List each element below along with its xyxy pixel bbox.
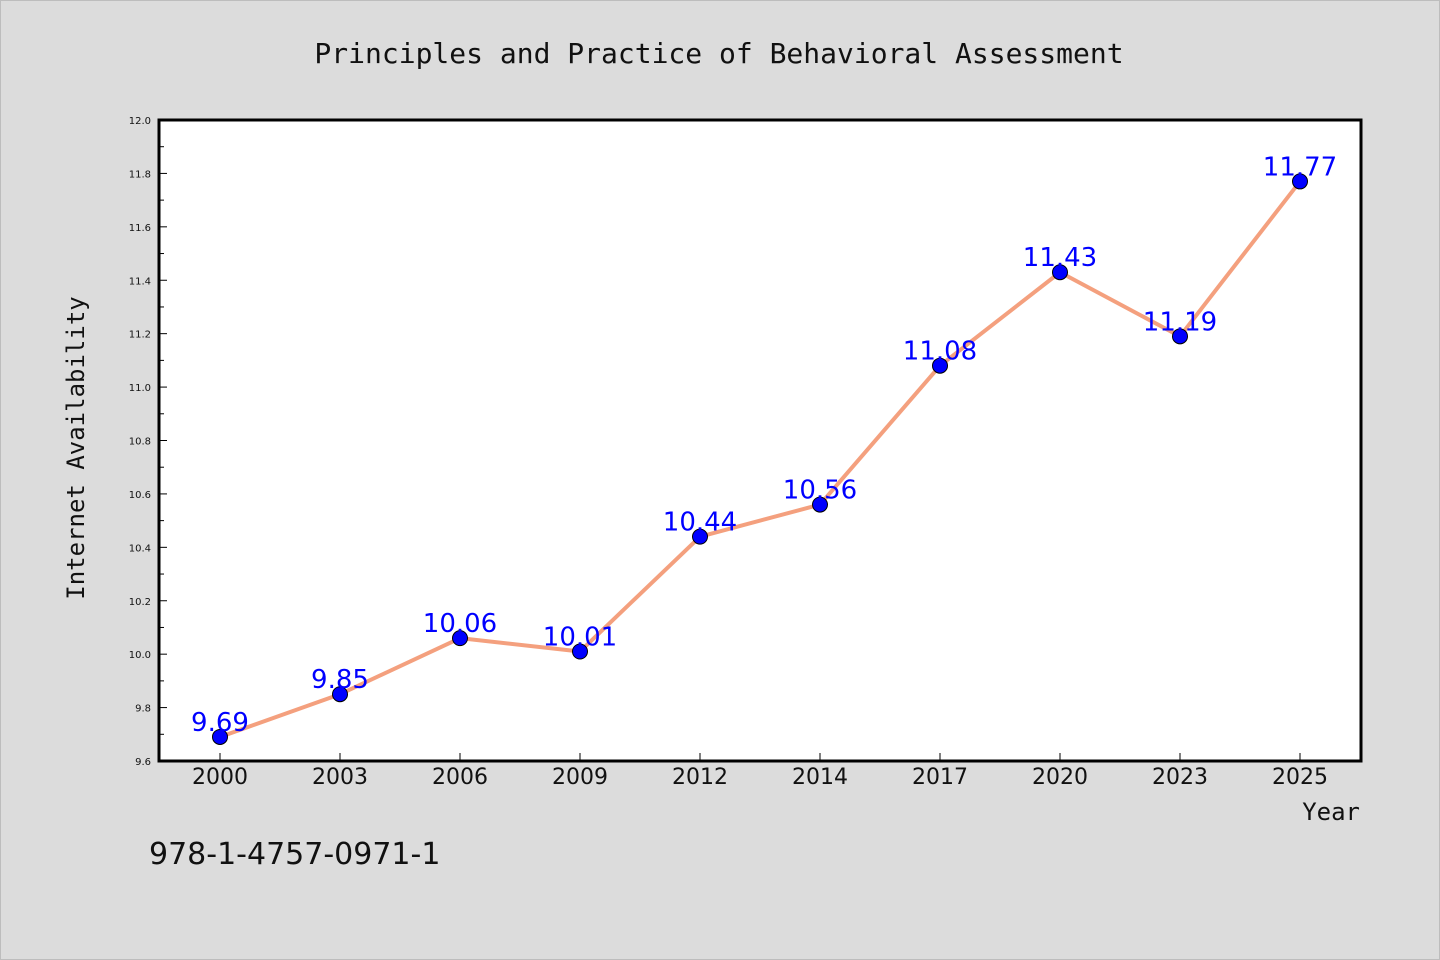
data-label: 11.43 (1023, 243, 1097, 273)
x-tick-label: 2012 (672, 765, 728, 790)
data-point (1172, 328, 1188, 345)
y-tick-label: 10.0 (129, 650, 151, 661)
series-layer: 9.69 9.85 10.06 10.01 10.44 10.56 11.08 11.43 11… (191, 152, 1337, 745)
x-tick-label: 2006 (432, 765, 488, 790)
plot-area (157, 118, 1363, 763)
x-tick-label: 2023 (1152, 765, 1208, 790)
y-tick-label: 11.6 (129, 223, 151, 234)
y-tick-label: 12.0 (129, 116, 151, 127)
x-tick-label: 2014 (792, 765, 848, 790)
isbn-footnote: 978-1-4757-0971-1 (149, 837, 440, 872)
y-tick-label: 10.8 (129, 437, 151, 448)
data-label: 10.06 (423, 609, 497, 639)
data-label: 11.08 (903, 337, 977, 367)
data-label: 11.77 (1263, 152, 1337, 182)
x-tick-label: 2025 (1272, 765, 1328, 790)
data-point (452, 630, 468, 647)
data-label: 9.85 (311, 665, 369, 695)
y-tick-label: 9.6 (135, 757, 151, 768)
y-tick-label: 11.8 (129, 169, 151, 180)
data-point (572, 643, 588, 660)
y-tick-label: 10.6 (129, 490, 151, 501)
data-label: 10.56 (783, 476, 857, 506)
data-point (812, 496, 828, 513)
x-tick-label: 2003 (312, 765, 368, 790)
data-label: 10.44 (663, 508, 737, 538)
y-tick-label: 9.8 (135, 704, 151, 715)
x-axis: 2000 2003 2006 2009 2012 2014 2017 2020 2023 2025 (192, 753, 1328, 790)
data-point (332, 686, 348, 703)
data-point (932, 357, 948, 374)
data-point (1292, 173, 1308, 190)
y-tick-label: 11.0 (129, 383, 151, 394)
data-point (692, 528, 708, 545)
y-tick-label: 11.4 (129, 276, 151, 287)
x-axis-label: Year (1302, 798, 1360, 826)
x-tick-label: 2020 (1032, 765, 1088, 790)
data-label: 11.19 (1143, 307, 1217, 337)
data-point (1052, 264, 1068, 281)
x-tick-label: 2000 (192, 765, 248, 790)
x-tick-label: 2009 (552, 765, 608, 790)
y-tick-label: 11.2 (129, 330, 151, 341)
series-line (219, 180, 1302, 739)
y-axis: 9.6 9.8 10.0 10.2 10.4 10.6 10.8 11.0 11.2 11.4 11… (129, 116, 167, 768)
x-tick-label: 2017 (912, 765, 968, 790)
y-tick-label: 10.4 (129, 543, 151, 554)
chart-title: Principles and Practice of Behavioral As… (314, 37, 1123, 70)
data-label: 9.69 (191, 708, 249, 738)
data-label: 10.01 (543, 622, 617, 652)
y-tick-label: 10.2 (129, 597, 151, 608)
y-axis-label: Internet Availability (62, 296, 90, 599)
data-point (212, 728, 228, 745)
